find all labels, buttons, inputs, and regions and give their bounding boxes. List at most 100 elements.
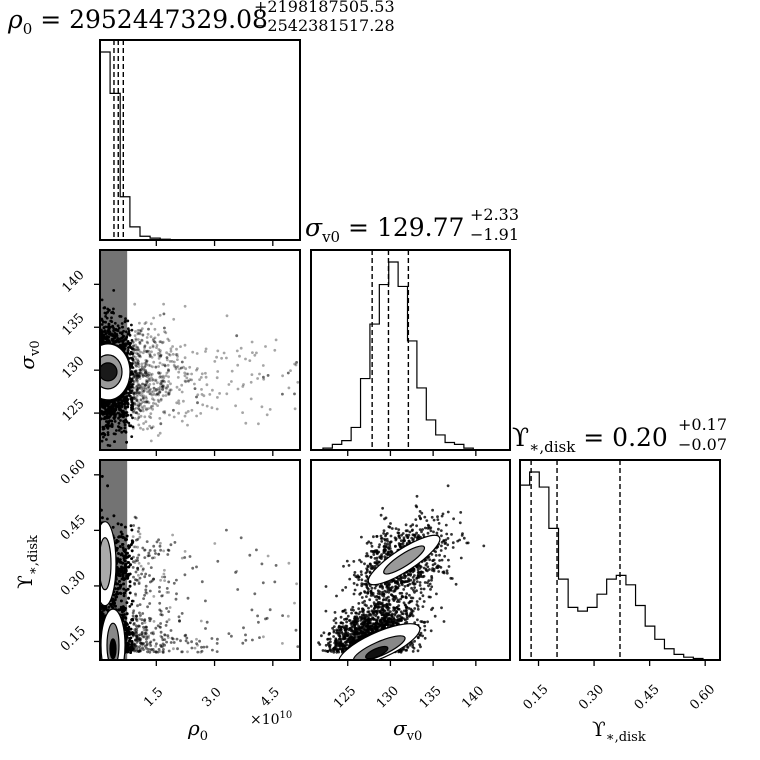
scatter-point	[154, 650, 158, 653]
scatter-point	[149, 617, 153, 621]
histogram-sigma_v0	[313, 261, 483, 451]
scatter-point	[134, 614, 138, 618]
scatter-point	[177, 615, 181, 619]
scatter-point	[193, 387, 197, 390]
scatter-point	[183, 304, 187, 308]
scatter-point	[172, 363, 176, 367]
scatter-point	[167, 339, 171, 342]
scatter-point	[171, 345, 175, 348]
scatter-point	[140, 572, 144, 576]
scatter-point	[176, 358, 179, 361]
scatter-point	[149, 439, 153, 443]
scatter-point	[144, 588, 148, 592]
scatter-point	[294, 628, 298, 632]
scatter-point	[264, 345, 267, 348]
scatter-point	[149, 416, 153, 419]
scatter-point	[146, 554, 150, 558]
scatter-point	[149, 335, 153, 339]
scatter-point	[204, 347, 208, 351]
scatter-point	[131, 566, 135, 569]
scatter-point	[148, 388, 152, 392]
scatter-point	[158, 625, 162, 629]
scatter-point	[159, 375, 163, 378]
scatter-point	[142, 373, 146, 377]
scatter-point	[151, 345, 155, 349]
scatter-point	[154, 388, 158, 391]
scatter-point	[132, 391, 136, 395]
scatter-point	[184, 633, 188, 637]
scatter-point	[136, 637, 140, 641]
scatter-point	[131, 358, 135, 362]
scatter-point	[132, 609, 136, 613]
scatter-point	[134, 634, 138, 637]
scatter-point	[165, 387, 169, 390]
scatter-point	[135, 615, 138, 618]
scatter-point	[138, 386, 142, 390]
scatter-point	[137, 365, 141, 368]
scatter-point	[143, 575, 147, 579]
scatter-point	[168, 606, 172, 609]
scatter-point	[154, 378, 158, 382]
scatter-point	[253, 592, 257, 596]
scatter-point	[199, 376, 203, 379]
scatter-point	[188, 378, 192, 382]
scatter-point	[141, 568, 145, 572]
scatter-point	[172, 581, 176, 585]
scatter-point	[152, 577, 155, 581]
scatter-point	[157, 388, 160, 392]
scatter-point	[135, 647, 139, 651]
scatter-point	[138, 645, 142, 648]
scatter-point	[144, 369, 148, 373]
scatter-point	[148, 641, 152, 645]
scatter-point	[145, 373, 149, 376]
scatter-point	[127, 596, 130, 600]
scatter-point	[143, 404, 146, 408]
scatter-point	[137, 360, 140, 364]
scatter-point	[150, 372, 154, 376]
scatter-point	[141, 646, 144, 650]
scatter-point	[152, 650, 156, 653]
scatter-point	[135, 634, 138, 638]
scatter-point	[143, 383, 147, 387]
scatter-point	[148, 602, 152, 605]
scatter-point	[293, 392, 296, 396]
scatter-point	[151, 378, 155, 381]
scatter-point	[159, 397, 163, 401]
scatter-point	[134, 630, 137, 634]
scatter-point	[167, 610, 171, 613]
scatter-point	[146, 380, 150, 383]
scatter-point	[239, 536, 243, 540]
scatter-point	[143, 618, 147, 622]
scatter-point	[130, 602, 134, 606]
scatter-point	[200, 393, 204, 396]
scatter-point	[144, 395, 148, 399]
scatter-point	[144, 591, 148, 594]
scatter-point	[148, 364, 152, 368]
scatter-point	[161, 642, 165, 646]
scatter-point	[138, 342, 142, 345]
scatter-point	[142, 389, 146, 393]
scatter-point	[134, 348, 137, 352]
scatter-point	[204, 627, 207, 630]
scatter-point	[134, 631, 137, 635]
scatter-point	[144, 625, 148, 629]
scatter-point	[139, 414, 143, 418]
scatter-point	[152, 316, 156, 320]
scatter-point	[165, 356, 169, 359]
scatter-point	[257, 620, 260, 624]
scatter-point	[151, 648, 155, 651]
scatter-point	[225, 528, 228, 532]
scatter-point	[135, 373, 139, 376]
scatter-point	[273, 580, 277, 584]
scatter-point	[149, 580, 152, 584]
scatter-point	[180, 366, 183, 370]
scatter-point	[130, 352, 134, 355]
scatter-point	[135, 369, 138, 373]
scatter-point	[133, 561, 137, 564]
scatter-point	[145, 640, 148, 644]
scatter-point	[177, 399, 181, 403]
scatter-point	[274, 564, 278, 567]
scatter-point	[154, 626, 158, 630]
scatter-point	[236, 387, 240, 391]
scatter-point	[135, 387, 139, 391]
